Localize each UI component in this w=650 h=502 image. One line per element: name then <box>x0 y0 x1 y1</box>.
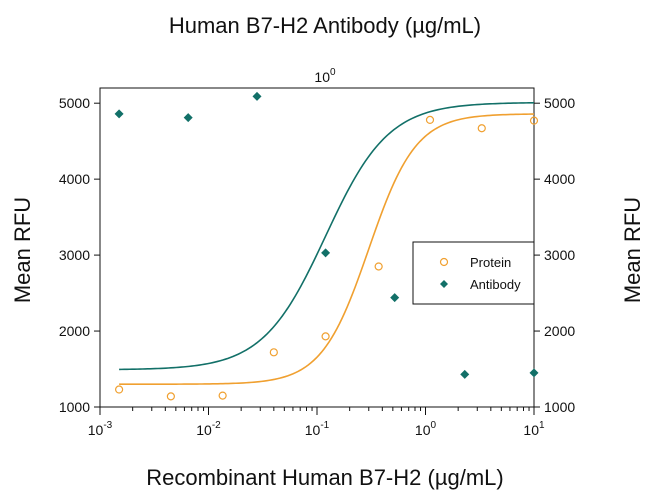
data-point-protein <box>321 332 330 341</box>
legend-box <box>412 241 535 305</box>
x-tick-label: 10-3 <box>88 420 113 438</box>
data-point-protein <box>218 391 227 400</box>
data-point-protein <box>269 348 278 357</box>
data-point-antibody <box>460 369 470 379</box>
y-tick-label-right: 3000 <box>544 247 575 263</box>
legend: Protein Antibody <box>412 241 535 305</box>
fit-curve-protein <box>119 113 535 386</box>
left-y-axis: 1000 2000 3000 4000 5000 <box>59 95 100 415</box>
data-point-antibody <box>321 248 331 258</box>
top-axis-tick-label: 100 <box>314 67 336 85</box>
x-axis: 10-3 10-2 10-1 100 101 <box>88 407 545 438</box>
x-tick-label: 101 <box>523 420 545 438</box>
x-tick-label: 10-1 <box>305 420 330 438</box>
data-point-protein <box>529 116 539 125</box>
legend-marker-antibody <box>440 280 448 288</box>
data-point-protein <box>166 392 175 401</box>
y-axis-label-right: Mean RFU <box>620 197 645 303</box>
data-point-protein <box>115 385 124 394</box>
y-tick-label-left: 5000 <box>59 95 90 111</box>
legend-label-protein: Protein <box>470 255 511 270</box>
y-axis-label-left: Mean RFU <box>10 197 35 303</box>
data-point-protein <box>477 124 486 133</box>
legend-marker-protein <box>439 257 449 267</box>
data-point-antibody <box>529 368 539 378</box>
data-point-protein <box>425 115 435 125</box>
data-point-antibody <box>183 113 193 123</box>
x-tick-label: 100 <box>415 420 437 438</box>
y-tick-label-left: 2000 <box>59 323 90 339</box>
data-point-antibody <box>114 109 124 119</box>
data-point-protein <box>374 262 383 271</box>
y-tick-label-right: 2000 <box>544 323 575 339</box>
x-axis-label: Recombinant Human B7-H2 (µg/mL) <box>146 465 503 490</box>
data-points <box>114 91 539 401</box>
x-tick-label: 10-2 <box>196 420 221 438</box>
y-tick-label-right: 4000 <box>544 171 575 187</box>
data-point-antibody <box>252 91 262 101</box>
y-tick-label-left: 3000 <box>59 247 90 263</box>
chart-title: Human B7-H2 Antibody (µg/mL) <box>169 13 481 38</box>
y-tick-label-left: 4000 <box>59 171 90 187</box>
fit-curve-antibody <box>119 101 535 371</box>
y-tick-label-right: 5000 <box>544 95 575 111</box>
fit-curves <box>119 101 535 386</box>
y-tick-label-right: 1000 <box>544 399 575 415</box>
right-y-axis: 1000 2000 3000 4000 5000 <box>534 95 575 415</box>
legend-label-antibody: Antibody <box>470 277 521 292</box>
y-tick-label-left: 1000 <box>59 399 90 415</box>
data-point-antibody <box>390 293 400 303</box>
